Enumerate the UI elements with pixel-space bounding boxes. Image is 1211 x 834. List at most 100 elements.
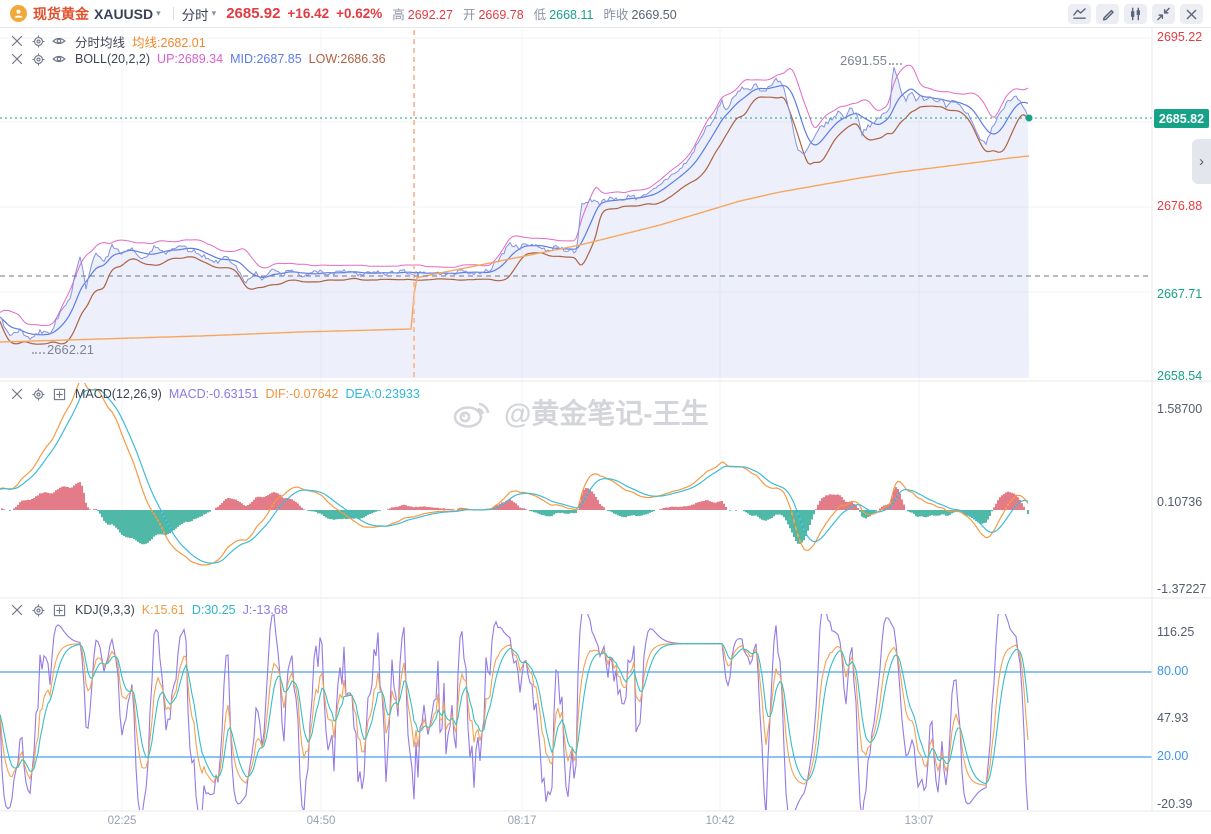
eye-icon bbox=[52, 37, 66, 45]
time-axis-label: 10:42 bbox=[705, 815, 735, 827]
price-change: +16.42 bbox=[287, 6, 330, 21]
collapse-tool-button[interactable] bbox=[1152, 4, 1175, 24]
indicator-settings-button[interactable] bbox=[31, 603, 45, 617]
macd-axis-label: 0.10736 bbox=[1157, 495, 1203, 509]
price-axis-label: 2667.71 bbox=[1157, 287, 1203, 301]
indicator-ma-row: 分时均线 均线:2682.01 bbox=[10, 33, 206, 50]
stat-value: 2692.27 bbox=[407, 8, 453, 22]
line-chart-icon bbox=[1073, 8, 1086, 19]
eye-icon bbox=[52, 55, 66, 63]
indicator-name: 分时均线 bbox=[75, 35, 126, 50]
close-chart-button[interactable] bbox=[1180, 4, 1203, 24]
macd-axis-label: 1.58700 bbox=[1157, 402, 1203, 416]
time-axis-label: 13:07 bbox=[904, 815, 934, 827]
close-icon bbox=[11, 53, 23, 65]
symbol-name: 现货黄金 bbox=[33, 5, 89, 22]
low-annotation-value: 2662.21 bbox=[47, 342, 94, 357]
gear-icon bbox=[31, 52, 45, 66]
interval-selector[interactable]: 分时 bbox=[181, 7, 209, 23]
symbol-code[interactable]: XAUUSD bbox=[94, 5, 154, 22]
kdj-axis-label: 80.00 bbox=[1157, 664, 1189, 678]
expand-icon bbox=[53, 604, 65, 616]
indicator-name: BOLL(20,2,2) bbox=[75, 52, 151, 66]
chevron-down-icon[interactable]: ▾ bbox=[156, 8, 161, 18]
indicator-settings-button[interactable] bbox=[31, 387, 45, 401]
kdj-axis-label: 116.25 bbox=[1157, 625, 1195, 639]
stat-prev-close: 昨收 2669.50 bbox=[603, 4, 676, 23]
stat-open: 开 2669.78 bbox=[463, 4, 524, 23]
remove-indicator-button[interactable] bbox=[10, 52, 24, 66]
expand-panel-button[interactable] bbox=[52, 387, 66, 401]
macd-value: MACD:-0.63151 bbox=[168, 387, 259, 401]
divider bbox=[172, 7, 174, 20]
stat-label: 高 bbox=[392, 8, 405, 22]
stat-low: 低 2668.11 bbox=[534, 4, 594, 23]
high-annotation-value: 2691.55 bbox=[840, 53, 887, 68]
time-axis-label: 04:50 bbox=[306, 815, 336, 827]
stat-value: 2669.50 bbox=[631, 8, 677, 22]
watermark: @黄金笔记-王生 bbox=[452, 392, 709, 432]
chevron-right-icon: › bbox=[1199, 153, 1204, 170]
dea-value: DEA:0.23933 bbox=[345, 387, 420, 401]
indicator-visibility-button[interactable] bbox=[52, 34, 66, 48]
indicator-settings-button[interactable] bbox=[31, 34, 45, 48]
stat-label: 开 bbox=[462, 8, 476, 22]
close-icon bbox=[11, 35, 23, 47]
macd-axis-label: -1.37227 bbox=[1157, 582, 1207, 596]
close-icon bbox=[1186, 9, 1197, 19]
leader-dots bbox=[889, 57, 902, 65]
weibo-icon bbox=[453, 402, 490, 428]
kdj-k-value: K:15.61 bbox=[141, 603, 185, 617]
chart-toolbar bbox=[1068, 4, 1203, 24]
indicator-name: MACD(12,26,9) bbox=[75, 387, 162, 401]
draw-tool-button[interactable] bbox=[1096, 4, 1119, 24]
collapse-arrows-icon bbox=[1157, 7, 1170, 21]
close-icon bbox=[11, 604, 23, 616]
candlestick-icon bbox=[1131, 7, 1140, 21]
boll-mid-value: MID:2687.85 bbox=[230, 52, 302, 66]
indicator-boll-row: BOLL(20,2,2) UP:2689.34 MID:2687.85 LOW:… bbox=[10, 51, 386, 67]
kdj-axis-label: 47.93 bbox=[1157, 711, 1189, 725]
boll-up-value: UP:2689.34 bbox=[157, 52, 224, 66]
stat-high: 高 2692.27 bbox=[392, 4, 453, 23]
stat-label: 昨收 bbox=[603, 8, 629, 22]
remove-indicator-button[interactable] bbox=[10, 34, 24, 48]
price-axis-label: 2676.88 bbox=[1157, 199, 1203, 213]
kdj-axis-label: 20.00 bbox=[1157, 749, 1189, 763]
last-price: 2685.92 bbox=[226, 5, 281, 22]
expand-panel-button[interactable] bbox=[52, 603, 66, 617]
indicator-macd-row: MACD(12,26,9) MACD:-0.63151 DIF:-0.07642… bbox=[10, 386, 420, 402]
kdj-j-value: J:-13.68 bbox=[242, 603, 288, 617]
expand-sidebar-tab[interactable]: › bbox=[1192, 139, 1211, 184]
ma-value: 均线:2682.01 bbox=[132, 35, 206, 50]
watermark-text: @黄金笔记-王生 bbox=[504, 398, 709, 429]
price-axis-label: 2658.54 bbox=[1157, 369, 1203, 383]
indicator-visibility-button[interactable] bbox=[52, 52, 66, 66]
gear-icon bbox=[31, 387, 45, 401]
high-annotation: 2691.55 bbox=[840, 53, 904, 68]
remove-indicator-button[interactable] bbox=[10, 387, 24, 401]
gear-icon bbox=[31, 603, 45, 617]
stat-label: 低 bbox=[533, 8, 547, 22]
chevron-down-icon[interactable]: ▾ bbox=[211, 8, 217, 18]
time-axis-label: 08:17 bbox=[507, 815, 537, 827]
kdj-d-value: D:30.25 bbox=[191, 603, 236, 617]
remove-indicator-button[interactable] bbox=[10, 603, 24, 617]
price-change-pct: +0.62% bbox=[336, 6, 383, 21]
close-icon bbox=[11, 388, 23, 400]
time-axis-label: 02:25 bbox=[107, 815, 137, 827]
leader-dots bbox=[32, 346, 45, 354]
price-axis-label: 2695.22 bbox=[1157, 30, 1203, 44]
expand-icon bbox=[53, 388, 65, 400]
pencil-icon bbox=[1102, 9, 1114, 21]
dif-value: DIF:-0.07642 bbox=[265, 387, 339, 401]
current-price-badge: 2685.82 bbox=[1154, 109, 1209, 128]
line-chart-tool-button[interactable] bbox=[1068, 4, 1091, 24]
stat-value: 2668.11 bbox=[549, 8, 594, 22]
indicator-name: KDJ(9,3,3) bbox=[75, 603, 135, 617]
boll-low-value: LOW:2686.36 bbox=[308, 52, 386, 66]
candlestick-tool-button[interactable] bbox=[1124, 4, 1147, 24]
indicator-settings-button[interactable] bbox=[31, 52, 45, 66]
kdj-axis-label: -20.39 bbox=[1157, 797, 1193, 811]
